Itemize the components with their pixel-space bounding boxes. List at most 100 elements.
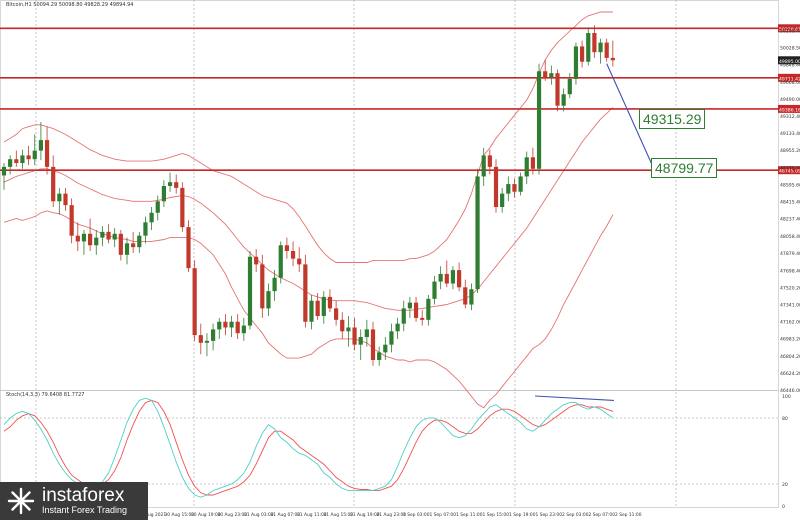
time-axis-label: 1 Sep 11:00 xyxy=(456,512,483,518)
candle xyxy=(463,279,468,309)
candle xyxy=(420,310,425,326)
price-axis-label: 48237.40 xyxy=(780,217,800,223)
candle xyxy=(383,337,388,360)
candle-body xyxy=(370,329,376,360)
candle-body xyxy=(204,340,210,343)
level-price-tag xyxy=(778,73,800,82)
candle-body xyxy=(364,329,369,338)
candle xyxy=(284,237,289,259)
candle xyxy=(610,40,615,67)
candle xyxy=(57,187,62,215)
candle xyxy=(407,296,412,318)
candle-body xyxy=(290,250,296,259)
candle xyxy=(26,145,31,165)
price-axis-label: 48415.40 xyxy=(780,200,800,206)
candle xyxy=(334,300,339,326)
candle-body xyxy=(88,233,93,246)
candle-body xyxy=(567,78,572,95)
stoch-axis-label: 20 xyxy=(782,482,788,488)
candle xyxy=(364,319,369,347)
logo-icon xyxy=(7,487,35,515)
candle xyxy=(315,293,320,320)
candle xyxy=(598,38,603,64)
candle xyxy=(549,65,554,85)
time-axis-label: 30 Aug 15:00 xyxy=(165,512,195,518)
candle xyxy=(487,149,492,175)
candle-body xyxy=(161,185,166,202)
candle-body xyxy=(426,298,431,320)
candle xyxy=(32,134,37,165)
candle-body xyxy=(106,231,111,240)
time-axis-label: 1 Sep 23:00 xyxy=(536,512,563,518)
candle xyxy=(518,172,523,196)
level-price-tag xyxy=(778,24,800,33)
candle xyxy=(352,317,357,351)
price-axis-label: 46446.00 xyxy=(780,388,800,394)
candle xyxy=(211,323,216,351)
candle-body xyxy=(81,233,87,242)
candle-body xyxy=(272,277,277,292)
candle-body xyxy=(604,42,609,58)
candle-body xyxy=(235,321,240,334)
logo-tagline: Instant Forex Trading xyxy=(42,505,128,515)
level-price-label: 50229.61 xyxy=(779,27,800,33)
candle-body xyxy=(1,166,7,176)
candle-body xyxy=(413,302,419,318)
candle xyxy=(272,270,277,301)
price-axis-label: 46624.20 xyxy=(780,371,800,377)
bollinger-mid-line xyxy=(3,107,614,311)
candle-body xyxy=(143,222,148,236)
candle-body xyxy=(26,155,31,160)
candle-body xyxy=(592,33,597,53)
candle-body xyxy=(14,159,19,164)
candle xyxy=(229,316,234,338)
candle-body xyxy=(586,33,591,62)
candle-body xyxy=(561,94,566,106)
candle-body xyxy=(247,256,253,326)
time-axis-label: 1 Sep 15:00 xyxy=(483,512,510,518)
price-axis-label: 49848.40 xyxy=(780,63,800,69)
candle-body xyxy=(389,331,394,345)
price-axis-label: 49490.00 xyxy=(780,97,800,103)
candle-body xyxy=(420,317,425,320)
candle xyxy=(327,289,333,313)
candle xyxy=(14,150,19,167)
candle-body xyxy=(383,344,388,353)
time-axis-label: 30 Aug 2021 xyxy=(138,512,166,518)
time-axis-label: 1 Sep 19:00 xyxy=(509,512,536,518)
candle-body xyxy=(536,71,542,169)
candle xyxy=(161,180,166,208)
candle xyxy=(512,178,517,198)
candle xyxy=(438,266,443,290)
stochastic-header: Stoch(14,3,3) 79.6408 81.7727 xyxy=(6,392,85,398)
price-axis-label: 47520.20 xyxy=(780,285,800,291)
candle xyxy=(149,207,154,230)
candle xyxy=(469,283,474,311)
target-label-2: 48799.77 xyxy=(651,158,718,178)
candle-body xyxy=(610,57,615,61)
candle xyxy=(118,229,123,261)
level-price-label: 49386.16 xyxy=(779,107,800,113)
candle xyxy=(235,314,240,339)
candle xyxy=(137,231,142,253)
candle xyxy=(506,176,511,202)
time-axis-label: 31 Aug 19:00 xyxy=(350,512,380,518)
candle xyxy=(303,254,308,328)
candle xyxy=(155,195,160,221)
candle-body xyxy=(327,296,333,309)
candle-body xyxy=(260,264,265,309)
price-axis-label: 48058.40 xyxy=(780,234,800,240)
candle xyxy=(44,126,50,175)
time-axis-label: 1 Sep 03:00 xyxy=(403,512,430,518)
price-axis-label: 48595.60 xyxy=(780,182,800,188)
candle-body xyxy=(450,270,456,284)
time-axis-label: 1 Sep 07:00 xyxy=(430,512,457,518)
candle xyxy=(180,182,185,232)
candle-body xyxy=(94,237,99,246)
candle-body xyxy=(174,182,179,188)
candle xyxy=(20,149,25,169)
candle xyxy=(444,260,449,288)
price-axis-label: 48775.30 xyxy=(780,165,800,171)
candle xyxy=(290,241,296,267)
